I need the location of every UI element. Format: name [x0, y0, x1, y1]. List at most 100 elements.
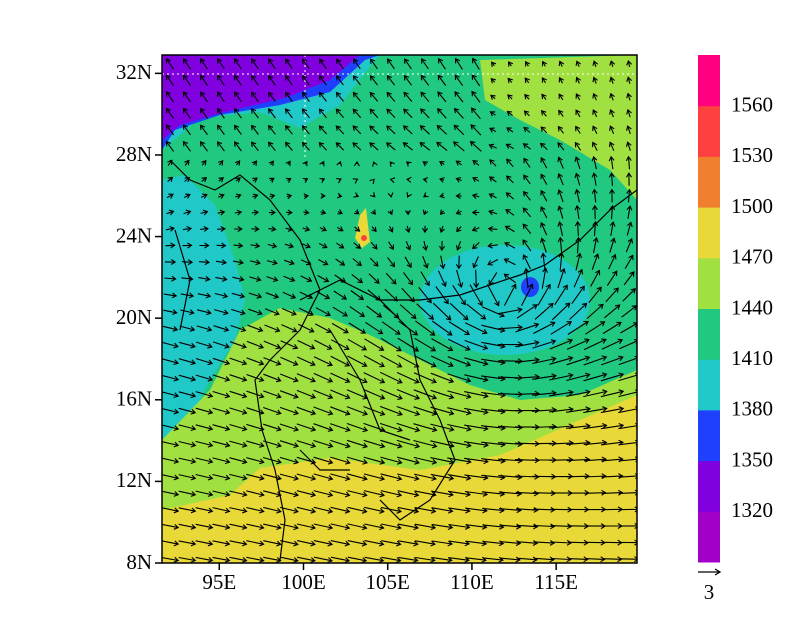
wind-arrow	[285, 226, 294, 232]
wind-arrow	[387, 192, 394, 198]
wind-arrow	[195, 457, 214, 465]
wind-arrow	[235, 193, 242, 200]
wind-arrow	[488, 209, 498, 216]
wind-arrow	[364, 523, 385, 531]
wind-arrow	[162, 325, 179, 332]
wind-arrow	[212, 357, 231, 366]
wind-arrow	[318, 108, 327, 119]
wind-arrow	[591, 172, 598, 186]
wind-arrow	[269, 193, 276, 200]
map-frame	[161, 54, 638, 564]
wind-arrow	[608, 141, 615, 151]
wind-arrow	[364, 540, 385, 547]
wind-arrow	[195, 424, 214, 432]
wind-arrow	[430, 389, 455, 400]
wind-arrow	[302, 226, 311, 232]
wind-arrow	[330, 339, 350, 351]
wind-arrow	[539, 142, 548, 151]
wind-arrow	[232, 276, 245, 282]
wind-arrow	[380, 490, 403, 498]
wind-arrow	[571, 285, 585, 305]
wind-arrow	[301, 91, 310, 102]
colorbar-label: 1410	[731, 346, 773, 370]
wind-arrow	[386, 125, 396, 135]
wind-arrow	[347, 338, 367, 351]
wind-arrow	[402, 125, 413, 135]
wind-arrow	[163, 309, 178, 316]
wind-arrow	[162, 490, 180, 497]
wind-arrow	[180, 292, 195, 299]
wind-arrow	[575, 76, 581, 84]
wind-arrow	[515, 322, 540, 333]
wind-arrow	[335, 258, 346, 266]
wind-arrow	[534, 556, 555, 563]
wind-arrow	[352, 91, 362, 102]
wind-arrow	[464, 407, 489, 415]
wind-arrow	[231, 308, 246, 316]
wind-arrow	[347, 355, 368, 367]
wind-arrow	[231, 292, 246, 299]
wind-arrow	[566, 473, 591, 480]
wind-arrow	[162, 374, 180, 382]
wind-arrow	[464, 424, 489, 432]
wind-arrow	[413, 406, 438, 416]
wind-arrow	[265, 292, 280, 299]
wind-arrow	[162, 540, 180, 547]
wind-arrow	[184, 176, 191, 183]
wind-arrow	[314, 339, 333, 350]
wind-arrow	[422, 161, 429, 167]
wind-arrow	[182, 124, 191, 136]
wind-arrow	[396, 388, 421, 400]
wind-arrow	[533, 539, 556, 546]
wind-arrow	[439, 240, 445, 252]
wind-arrow	[447, 407, 472, 416]
wind-arrow	[405, 225, 411, 234]
wind-arrow	[182, 107, 191, 119]
wind-arrow	[498, 474, 523, 481]
wind-arrow	[583, 406, 608, 414]
wind-arrow	[601, 489, 624, 496]
wind-arrow	[195, 341, 213, 349]
wind-arrow	[619, 523, 637, 529]
wind-arrow	[330, 490, 351, 498]
wind-arrow	[284, 108, 293, 119]
wind-arrow	[281, 307, 297, 316]
wind-arrow	[422, 225, 428, 234]
wind-arrow	[575, 252, 583, 271]
wind-arrow	[430, 440, 455, 449]
wind-arrow	[413, 389, 438, 400]
colorbar-label: 1380	[731, 397, 773, 421]
wind-arrow	[285, 160, 291, 167]
wind-arrow	[279, 456, 299, 465]
wind-arrow	[162, 474, 180, 481]
wind-arrow	[301, 259, 312, 266]
wind-arrow	[464, 339, 489, 351]
wind-arrow	[413, 439, 438, 449]
wind-arrow	[246, 540, 265, 547]
wind-arrow	[268, 226, 277, 232]
wind-arrow	[269, 177, 275, 183]
wind-arrow	[313, 506, 334, 514]
wind-arrow	[574, 156, 581, 170]
wind-arrow	[540, 237, 547, 253]
wind-arrow	[522, 223, 532, 235]
wind-arrow	[537, 283, 551, 306]
wind-arrow	[398, 320, 419, 336]
wind-arrow	[515, 340, 540, 348]
wind-arrow	[229, 357, 248, 366]
wind-arrow	[182, 242, 193, 249]
wind-arrow	[592, 125, 598, 134]
wind-arrow	[346, 406, 369, 416]
wind-arrow	[414, 507, 437, 514]
colorbar-label: 1440	[731, 295, 773, 319]
wind-arrow	[195, 391, 214, 399]
wind-arrow	[422, 176, 429, 183]
wind-arrow	[487, 226, 498, 232]
wind-arrow	[363, 439, 386, 449]
wind-arrow	[566, 456, 591, 463]
wind-arrow	[549, 355, 574, 365]
wind-arrow	[472, 242, 480, 250]
wind-arrow	[280, 540, 299, 547]
wind-arrow	[347, 523, 368, 531]
wind-arrow	[267, 141, 276, 152]
